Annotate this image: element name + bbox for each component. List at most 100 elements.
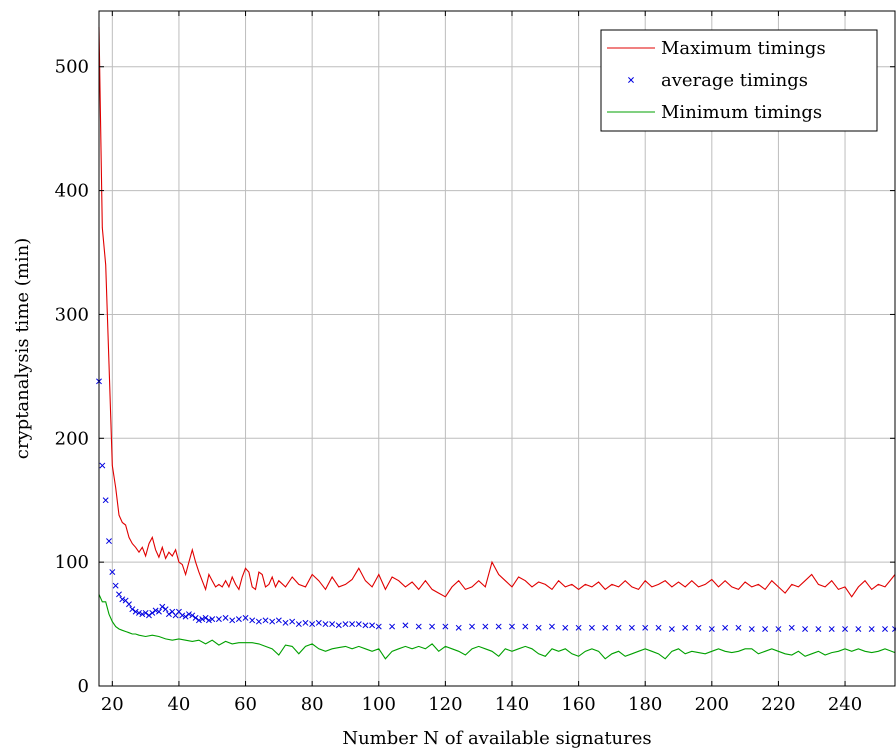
- data-point: [562, 624, 569, 631]
- data-point: [195, 617, 202, 624]
- data-point: [202, 614, 209, 621]
- data-point: [192, 614, 199, 621]
- data-point: [112, 582, 119, 589]
- series-line-minimum-timings: [98, 594, 896, 660]
- y-tick-label: 400: [55, 181, 89, 202]
- data-point: [342, 621, 349, 628]
- data-point: [222, 614, 229, 621]
- data-point: [682, 624, 689, 631]
- data-point: [142, 609, 149, 616]
- data-point: [282, 619, 289, 626]
- plot-frame: [98, 10, 896, 687]
- data-point: [139, 611, 146, 618]
- x-tick-label: 40: [167, 694, 190, 715]
- data-point: [549, 623, 555, 630]
- data-point: [355, 621, 362, 628]
- data-point: [136, 609, 142, 616]
- data-point: [159, 603, 166, 610]
- x-tick-label: 80: [301, 694, 324, 715]
- data-point: [788, 624, 795, 631]
- data-point: [119, 596, 126, 603]
- data-point: [302, 619, 309, 626]
- data-point: [668, 626, 675, 632]
- x-tick-label: 220: [761, 694, 795, 715]
- data-point: [329, 621, 336, 628]
- data-point: [102, 497, 109, 504]
- legend-label: Maximum timings: [661, 38, 826, 59]
- data-point: [215, 616, 222, 623]
- data-point: [249, 617, 256, 624]
- data-point: [315, 619, 322, 626]
- series-line-maximum-timings: [98, 27, 896, 598]
- data-point: [722, 624, 729, 631]
- x-axis-label: Number N of available signatures: [342, 728, 651, 749]
- data-point: [429, 623, 436, 630]
- data-point: [106, 538, 112, 545]
- data-point: [815, 626, 822, 632]
- data-point: [152, 607, 159, 614]
- data-point: [132, 608, 139, 615]
- legend-label: average timings: [661, 70, 808, 91]
- y-tick-label: 300: [55, 304, 89, 325]
- x-tick-label: 180: [628, 694, 662, 715]
- data-point: [179, 612, 186, 619]
- data-point: [868, 626, 875, 632]
- x-tick-label: 140: [495, 694, 529, 715]
- data-point: [762, 626, 769, 632]
- data-point: [828, 626, 835, 632]
- data-point: [522, 623, 529, 630]
- data-point: [735, 624, 742, 631]
- data-point: [415, 623, 422, 630]
- data-point: [295, 621, 302, 628]
- data-point: [275, 617, 282, 624]
- x-axis: 20 40 60 80 100 120 140 160 180 200 220 240: [101, 11, 862, 715]
- data-point: [165, 611, 172, 618]
- data-point: [205, 617, 212, 624]
- data-point: [855, 626, 862, 632]
- x-tick-label: 20: [101, 694, 124, 715]
- data-point: [289, 618, 296, 625]
- data-point: [442, 623, 449, 630]
- data-point: [129, 606, 136, 613]
- data-point: [242, 614, 249, 621]
- data-point: [269, 618, 276, 625]
- data-point: [535, 624, 542, 631]
- legend-swatch: [628, 77, 634, 83]
- data-point: [588, 624, 595, 631]
- data-point: [155, 608, 162, 615]
- x-tick-label: 240: [828, 694, 862, 715]
- data-point: [482, 623, 489, 630]
- data-point: [389, 623, 396, 630]
- data-point: [748, 626, 755, 632]
- legend-label: Minimum timings: [661, 102, 822, 123]
- data-point: [375, 623, 382, 630]
- data-point: [126, 601, 132, 608]
- data-point: [189, 612, 196, 619]
- data-point: [642, 624, 649, 631]
- x-tick-label: 160: [561, 694, 595, 715]
- y-tick-label: 100: [55, 552, 89, 573]
- data-point: [802, 626, 809, 632]
- data-point: [842, 626, 848, 632]
- data-point: [628, 624, 635, 631]
- y-tick-label: 500: [55, 57, 89, 78]
- series-layer: [96, 27, 896, 660]
- data-point: [509, 623, 515, 630]
- data-point: [455, 624, 462, 631]
- x-tick-label: 100: [362, 694, 396, 715]
- data-point: [402, 622, 409, 629]
- data-point: [149, 609, 156, 616]
- data-point: [575, 624, 582, 631]
- x-tick-label: 200: [695, 694, 729, 715]
- data-point: [255, 618, 262, 625]
- data-point: [309, 621, 316, 628]
- data-point: [362, 622, 369, 629]
- legend: Maximum timings average timings Minimum ti…: [600, 29, 878, 132]
- data-point: [882, 626, 888, 632]
- data-point: [229, 617, 236, 624]
- data-point: [775, 626, 782, 632]
- legend-box: [600, 29, 878, 132]
- data-point: [695, 624, 702, 631]
- data-point: [322, 621, 329, 628]
- data-point: [262, 617, 269, 624]
